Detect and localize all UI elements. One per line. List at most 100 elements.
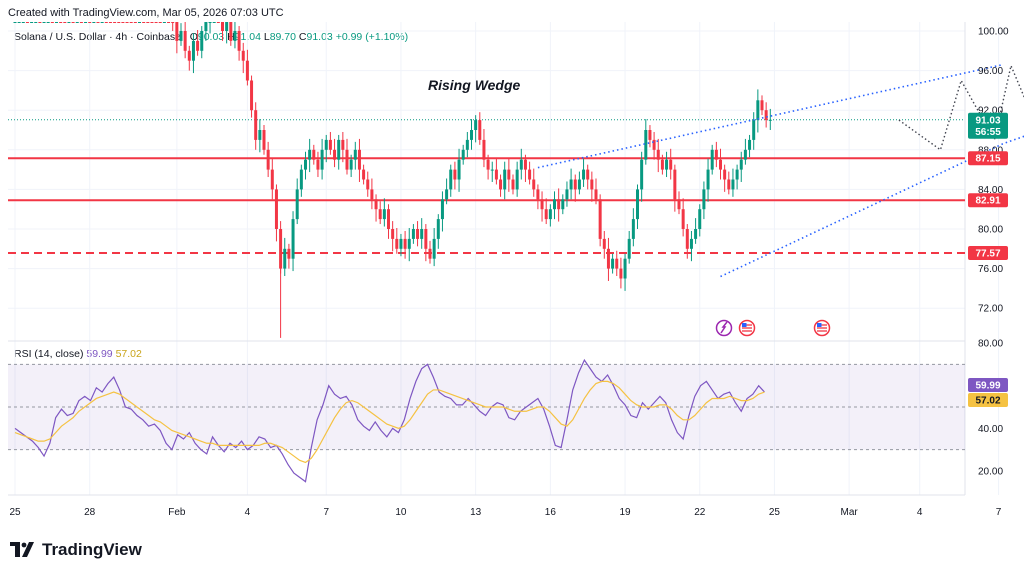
candle-body (536, 189, 540, 200)
candle-body (557, 199, 561, 210)
candle-body (474, 120, 478, 130)
tradingview-logo[interactable]: TradingView (10, 540, 142, 560)
candle-body (698, 209, 702, 229)
time-tick-label: 7 (996, 507, 1002, 518)
candle-body (748, 139, 752, 150)
candle-body (150, 22, 154, 23)
candle-body (283, 248, 287, 269)
candle-body (768, 119, 772, 121)
candle-body (561, 199, 565, 210)
candle-body (515, 169, 519, 190)
candle-body (436, 219, 440, 239)
candle-body (196, 40, 200, 51)
candle-body (490, 169, 494, 171)
time-tick-label: 22 (694, 507, 706, 518)
candle-body (590, 179, 594, 190)
candle-body (79, 22, 83, 23)
rsi-legend-value: 59.99 (86, 348, 113, 360)
candle-body (295, 189, 299, 220)
candle-body (191, 40, 195, 61)
candle-body (92, 22, 96, 23)
candle-body (17, 22, 21, 23)
candle-body (59, 22, 63, 23)
candle-body (357, 149, 361, 170)
candle-body (660, 159, 664, 170)
candle-body (304, 159, 307, 170)
candle-body (499, 179, 503, 190)
candle-body (465, 139, 469, 150)
candle-body (46, 22, 50, 23)
candle-body (735, 169, 739, 180)
candle-body (706, 169, 710, 190)
candle-body (503, 169, 507, 190)
candle-body (84, 22, 88, 23)
price-tick-label: 92.00 (978, 106, 1003, 117)
candle-body (200, 31, 204, 51)
candle-body (685, 229, 689, 249)
candle-body (494, 169, 498, 180)
resistance-badge-bg (968, 151, 1008, 166)
candle-body (21, 22, 25, 23)
low-label: L (263, 31, 270, 43)
support-badge-text: 82.91 (975, 196, 1000, 207)
candle-body (606, 248, 610, 269)
support-badge-bg (968, 193, 1008, 208)
flag-canton (817, 323, 822, 327)
symbol-name[interactable]: Solana / U.S. Dollar · 4h · Coinbase (14, 31, 181, 43)
tradingview-logo-icon (10, 542, 34, 557)
candle-body (229, 22, 233, 41)
price-tick-label: 100.00 (978, 27, 1009, 38)
candle-body (71, 22, 75, 23)
flag-canton (742, 323, 747, 327)
candle-body (644, 130, 648, 160)
candle-body (187, 50, 191, 61)
candle-body (681, 209, 685, 229)
candle-body (673, 169, 677, 200)
candle-body (714, 149, 718, 160)
rsi-ma-badge-bg (968, 393, 1008, 407)
rsi-label[interactable]: RSI (14, close) (14, 348, 84, 360)
candle-body (374, 199, 378, 210)
candle-body (370, 189, 374, 200)
candle-body (233, 31, 237, 41)
candle-body (640, 159, 644, 190)
time-tick-label: Mar (841, 507, 859, 518)
candle-body (237, 31, 241, 51)
candle-body (569, 179, 573, 190)
candle-body (636, 189, 639, 220)
candle-body (553, 199, 556, 210)
candle-body (274, 189, 278, 229)
candle-body (449, 169, 453, 190)
candle-body (287, 248, 291, 259)
resistance-badge-text: 87.15 (975, 154, 1000, 165)
wedge-upper-line (537, 63, 1003, 169)
candle-body (573, 179, 577, 190)
candle-body (320, 149, 324, 170)
candle-body (212, 22, 216, 23)
candle-body (353, 149, 357, 160)
candle-body (457, 159, 461, 180)
candle-body (25, 22, 29, 23)
candle-body (324, 139, 328, 150)
candle-body (104, 22, 108, 23)
last-price-badge-text: 56:55 (975, 127, 1001, 138)
price-tick-label: 76.00 (978, 264, 1003, 275)
candle-body (598, 199, 602, 239)
candle-body (216, 22, 220, 23)
last-price-badge-bg (968, 112, 1008, 139)
candle-body (291, 219, 295, 259)
candle-body (411, 229, 415, 239)
candle-body (142, 22, 146, 23)
candle-body (540, 199, 544, 210)
rsi-legend: RSI (14, close) 59.99 57.02 (14, 348, 142, 360)
candle-body (125, 22, 129, 23)
candle-body (416, 229, 420, 239)
candle-body (270, 169, 274, 190)
time-tick-label: 28 (84, 507, 96, 518)
candle-body (154, 22, 158, 23)
candle-body (723, 169, 727, 180)
candle-body (258, 130, 262, 140)
candle-body (760, 100, 764, 111)
candle-body (67, 22, 71, 23)
